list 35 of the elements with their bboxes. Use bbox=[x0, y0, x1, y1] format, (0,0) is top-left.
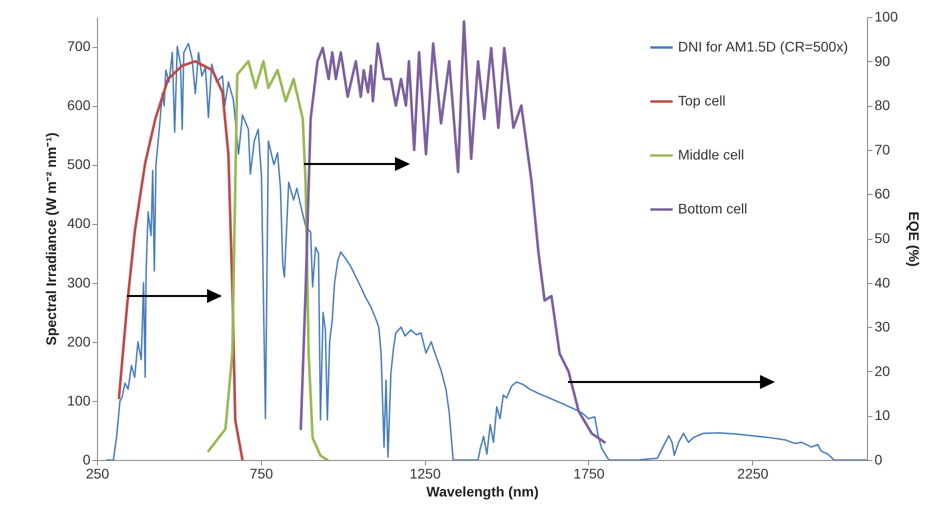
x-tick-label: 250 bbox=[86, 466, 110, 482]
legend-label: Bottom cell bbox=[678, 200, 748, 216]
line-series bbox=[300, 20, 606, 444]
y2-tick-label: 80 bbox=[874, 97, 890, 114]
legend-label: Top cell bbox=[678, 92, 726, 108]
y-tick-label: 400 bbox=[67, 215, 91, 232]
legend-label: Middle cell bbox=[678, 146, 744, 162]
x-tick-label: 1750 bbox=[573, 466, 605, 482]
y2-tick-label: 100 bbox=[874, 8, 898, 24]
y-tick-label: 100 bbox=[67, 392, 91, 408]
y2-tick-label: 20 bbox=[874, 362, 890, 379]
x-axis-title: Wavelength (nm) bbox=[426, 484, 539, 500]
line-series bbox=[118, 60, 244, 460]
y2-tick-label: 60 bbox=[874, 186, 890, 202]
line-series bbox=[207, 60, 329, 460]
y2-axis-title: EQE (%) bbox=[906, 211, 922, 267]
y2-tick-label: 10 bbox=[874, 407, 890, 424]
y-tick-label: 200 bbox=[67, 333, 91, 350]
y2-tick-label: 50 bbox=[874, 230, 890, 246]
legend-label: DNI for AM1.5D (CR=500x) bbox=[678, 38, 848, 54]
y2-tick-label: 90 bbox=[874, 52, 890, 69]
y-tick-label: 700 bbox=[67, 38, 91, 54]
y-tick-label: 600 bbox=[67, 97, 91, 114]
y-tick-label: 300 bbox=[67, 274, 91, 290]
x-tick-label: 1250 bbox=[410, 466, 441, 482]
y2-tick-label: 30 bbox=[874, 318, 890, 335]
line-series bbox=[106, 42, 867, 460]
y2-tick-label: 70 bbox=[874, 141, 890, 158]
y2-tick-label: 0 bbox=[874, 452, 882, 468]
y2-tick-label: 40 bbox=[874, 274, 890, 290]
x-tick-label: 2250 bbox=[737, 466, 769, 482]
y-axis-title: Spectral Irradiance (W m⁻² nm⁻¹) bbox=[43, 132, 60, 346]
x-tick-label: 750 bbox=[250, 466, 274, 482]
y-tick-label: 0 bbox=[82, 452, 91, 468]
y-tick-label: 500 bbox=[67, 156, 91, 172]
